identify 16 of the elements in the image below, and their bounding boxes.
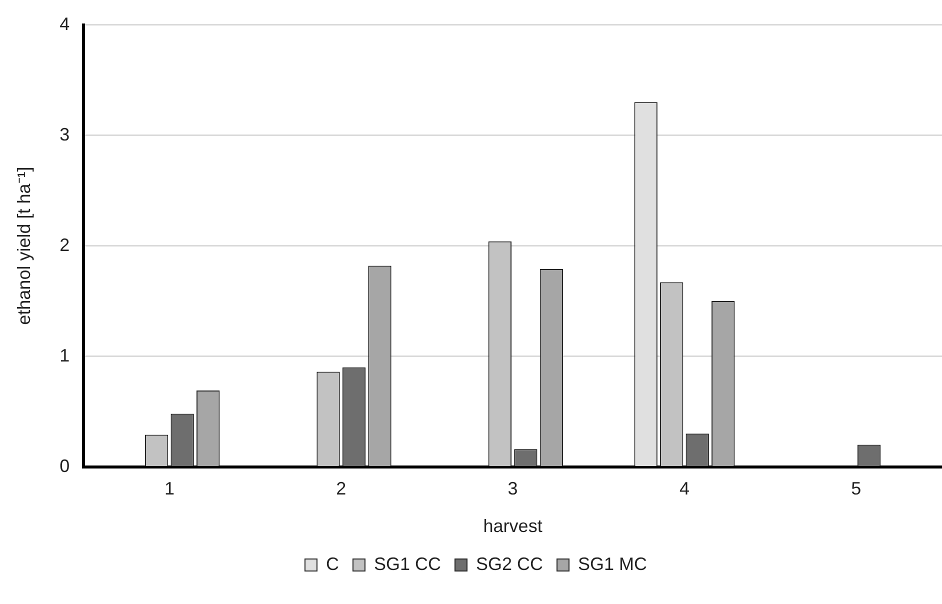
- legend-label: C: [326, 554, 339, 574]
- y-tick-label: 3: [60, 124, 70, 144]
- y-tick-label: 4: [60, 14, 70, 34]
- x-tick-label: 1: [164, 478, 174, 499]
- y-axis-title: ethanol yield [t ha⁻¹]: [14, 166, 34, 325]
- y-tick-label: 1: [60, 345, 70, 366]
- x-axis-title: harvest: [483, 516, 542, 536]
- y-tick-label: 2: [60, 234, 70, 255]
- legend-label: SG1 CC: [374, 554, 442, 574]
- x-tick-label: 3: [508, 478, 518, 499]
- x-tick-label: 5: [851, 478, 862, 499]
- x-tick-label: 4: [679, 478, 690, 499]
- legend-label: SG1 MC: [578, 554, 648, 574]
- y-tick-label: 0: [60, 456, 70, 476]
- x-tick-label: 2: [336, 478, 346, 499]
- legend-label: SG2 CC: [476, 554, 544, 574]
